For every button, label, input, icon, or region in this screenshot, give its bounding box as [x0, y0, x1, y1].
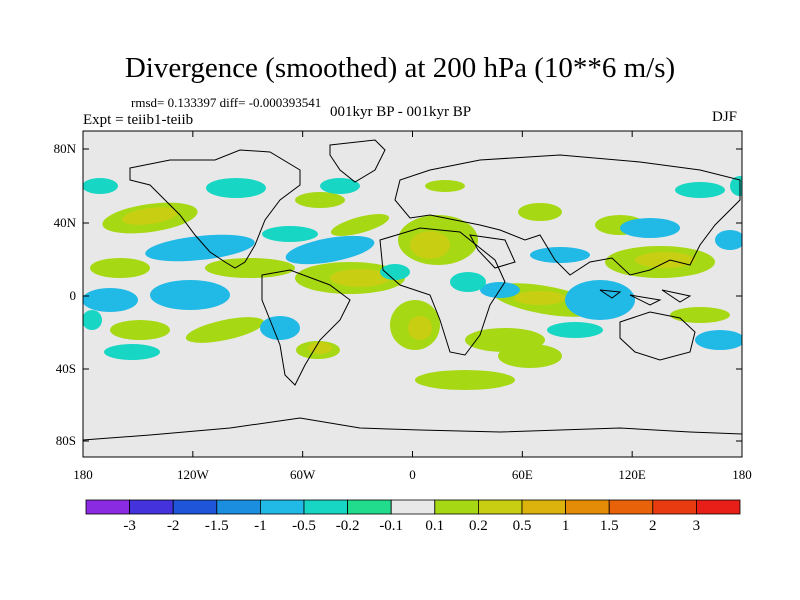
colorbar-swatch [477, 499, 523, 515]
colorbar-tick-label: -2 [166, 518, 180, 534]
colorbar-tick-label: 0.5 [512, 518, 532, 534]
coastlines [83, 139, 742, 441]
colorbar-swatch [303, 499, 348, 515]
lat-tick-label: 40S [55, 361, 76, 376]
plot-title: Divergence (smoothed) at 200 hPa (10**6 … [124, 52, 676, 84]
season-label: DJF [712, 109, 738, 125]
lat-tick-label: 0 [69, 288, 77, 303]
colorbar-swatch [85, 499, 130, 515]
colorbar-swatch [216, 499, 261, 515]
colorbar-swatch [259, 499, 305, 515]
lat-tick-label: 40N [53, 215, 76, 230]
colorbar-tick-label: -3 [123, 518, 136, 534]
colorbar-swatch [565, 499, 610, 515]
colorbar-tick-label: -0.2 [335, 518, 360, 534]
lon-tick-label: 180 [73, 467, 93, 482]
colorbar [85, 499, 741, 515]
colorbar-swatch [434, 499, 479, 515]
colorbar-tick-label: 1 [561, 518, 570, 534]
lon-tick-label: 60E [511, 467, 533, 482]
colorbar-tick-label: 0.2 [469, 518, 488, 534]
colorbar-swatch [608, 499, 654, 515]
lon-tick-label: 120E [618, 467, 646, 482]
divergence-anomaly-field [83, 176, 742, 390]
rmsd-diff-stats: rmsd= 0.133397 diff= -0.000393541 [131, 95, 322, 110]
lon-tick-label: 180 [732, 467, 752, 482]
colorbar-tick-label: 3 [692, 518, 701, 534]
colorbar-swatch [129, 499, 174, 515]
lon-tick-label: 60W [290, 467, 316, 482]
colorbar-tick-label: -1 [254, 518, 267, 534]
lon-tick-label: 0 [409, 467, 416, 482]
lon-tick-label: 120W [176, 467, 209, 482]
colorbar-tick-label: 0.1 [425, 518, 445, 534]
colorbar-swatch [696, 499, 741, 515]
axis-ticks [82, 131, 743, 457]
experiment-label: Expt = teiib1-teiib [83, 112, 194, 128]
period-label: 001kyr BP - 001kyr BP [330, 104, 472, 120]
colorbar-swatch [347, 499, 392, 515]
colorbar-swatch [390, 499, 436, 515]
colorbar-tick-label: -1.5 [204, 518, 229, 534]
colorbar-tick-label: -0.5 [292, 518, 316, 534]
lat-tick-label: 80N [53, 141, 76, 156]
colorbar-tick-label: 1.5 [599, 518, 619, 534]
colorbar-swatch [652, 499, 697, 515]
colorbar-swatch [172, 499, 218, 515]
colorbar-tick-label: -0.1 [379, 518, 404, 534]
colorbar-tick-label: 2 [649, 518, 657, 534]
colorbar-swatch [521, 499, 566, 515]
lat-tick-label: 80S [55, 433, 76, 448]
